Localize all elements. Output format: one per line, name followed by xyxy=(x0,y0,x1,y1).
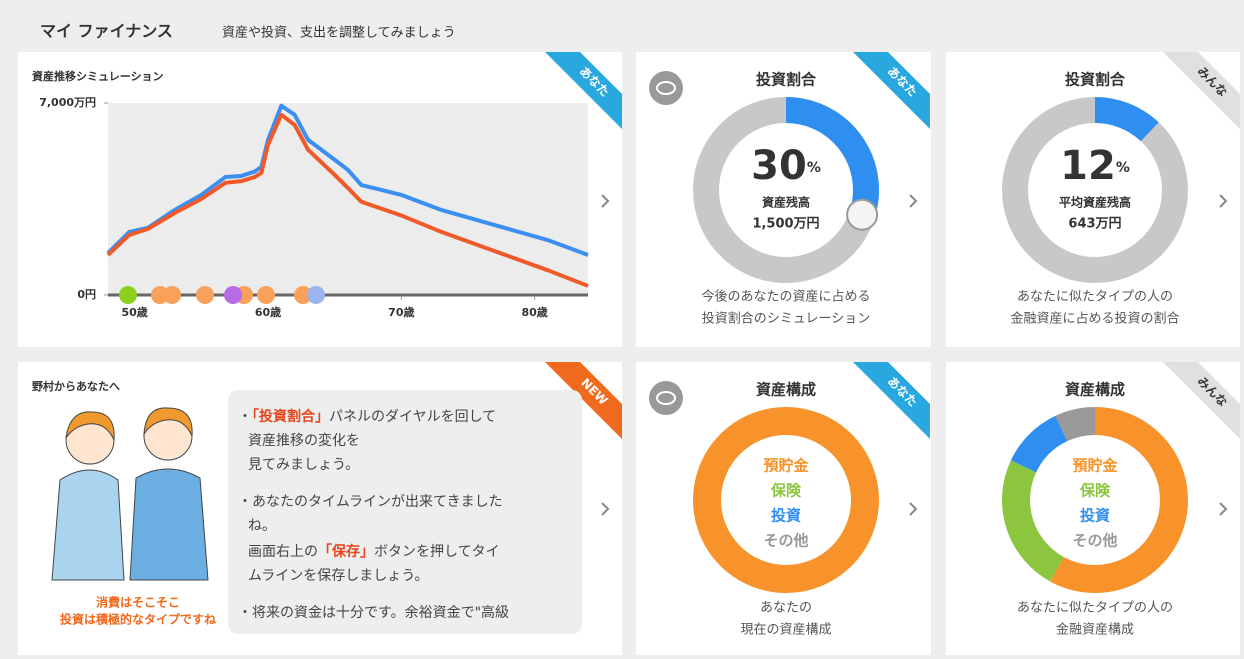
card-title: 資産推移シミュレーション xyxy=(32,69,164,83)
percent-unit: % xyxy=(1116,160,1130,176)
card-title: 投資割合 xyxy=(1065,71,1126,89)
text: 画面右上の xyxy=(248,544,318,560)
text: ・ xyxy=(238,409,252,425)
caption: 金融資産構成 xyxy=(1056,622,1134,638)
event-dot[interactable] xyxy=(119,286,137,304)
bubble-line: ・将来の資金は十分です。余裕資金で"高級 xyxy=(238,604,509,621)
legend-label: 投資 xyxy=(1080,507,1110,525)
person-body xyxy=(52,470,124,580)
caption: 消費はそこそこ xyxy=(96,595,180,610)
text: ボタンを押してタイ xyxy=(374,544,500,560)
caption: あなたの xyxy=(760,601,812,616)
caption: 投資は積極的なタイプですね xyxy=(60,612,216,627)
percent-unit: % xyxy=(807,160,821,176)
percent-value: 12 xyxy=(1060,143,1116,189)
caption: 現在の資産構成 xyxy=(740,622,831,638)
caption: 投資割合のシミュレーション xyxy=(702,311,870,327)
bubble-line: 画面右上の「保存」ボタンを押してタイ xyxy=(248,543,500,560)
dial-knob xyxy=(847,200,877,230)
x-tick-label: 80歳 xyxy=(522,305,548,319)
legend-label: 預貯金 xyxy=(763,457,809,475)
icon xyxy=(649,71,683,105)
bubble-line: 見てみましょう。 xyxy=(248,457,359,473)
page: マイ ファイナンス 資産や投資、支出を調整してみましょう あなた あなた みんな… xyxy=(0,0,1244,659)
highlight: 「投資割合」 xyxy=(252,408,329,425)
line-chart: 0円 7,000万円 50歳 60歳 70歳 80歳 xyxy=(39,96,588,319)
amount-label: 資産残高 xyxy=(762,195,810,210)
caption: 金融資産に占める投資の割合 xyxy=(1010,311,1179,327)
caption: あなたに似たタイプの人の xyxy=(1017,601,1173,616)
caption: 今後のあなたの資産に占める xyxy=(701,289,870,305)
header-subtitle: 資産や投資、支出を調整してみましょう xyxy=(222,25,456,41)
percent-value: 30 xyxy=(751,143,807,189)
y-tick-label: 7,000万円 xyxy=(39,96,96,109)
legend-label: 保険 xyxy=(770,482,802,500)
plot-area xyxy=(108,103,588,295)
person-body xyxy=(130,469,208,580)
amount: 1,500万円 xyxy=(752,217,819,232)
card-title: 野村からあなたへ xyxy=(32,379,120,393)
bubble-line: 資産推移の変化を xyxy=(248,432,360,449)
x-tick-label: 70歳 xyxy=(388,305,414,319)
highlight: 「保存」 xyxy=(318,543,374,560)
card-title: 資産構成 xyxy=(756,381,816,399)
legend-label: 預貯金 xyxy=(1072,457,1118,475)
event-dot[interactable] xyxy=(224,286,242,304)
bubble-line: ね。 xyxy=(248,518,276,534)
amount-label: 平均資産残高 xyxy=(1059,195,1131,210)
bubble-line: ・あなたのタイムラインが出来てきました xyxy=(238,494,503,510)
bubble-line: ムラインを保存しましょう。 xyxy=(248,568,428,584)
legend-label: 投資 xyxy=(771,507,801,525)
text: パネルのダイヤルを回して xyxy=(329,409,496,425)
amount: 643万円 xyxy=(1068,217,1121,232)
card-title: 投資割合 xyxy=(756,71,817,89)
header-title: マイ ファイナンス xyxy=(40,22,173,41)
x-tick-label: 50歳 xyxy=(122,305,148,319)
event-dot[interactable] xyxy=(196,286,214,304)
icon xyxy=(649,381,683,415)
caption: あなたに似たタイプの人の xyxy=(1017,290,1173,305)
y-tick-label: 0円 xyxy=(77,288,96,301)
bubble-line: ・「投資割合」パネルのダイヤルを回して xyxy=(238,408,496,425)
card-title: 資産構成 xyxy=(1065,381,1125,399)
event-dot[interactable] xyxy=(307,286,325,304)
speech-bubble xyxy=(228,390,582,634)
event-dot[interactable] xyxy=(257,286,275,304)
legend-label: その他 xyxy=(1072,532,1117,550)
x-tick-label: 60歳 xyxy=(255,305,281,319)
legend-label: 保険 xyxy=(1079,482,1111,500)
event-dot[interactable] xyxy=(163,286,181,304)
legend-label: その他 xyxy=(763,532,808,550)
donut-segment xyxy=(1061,421,1095,429)
